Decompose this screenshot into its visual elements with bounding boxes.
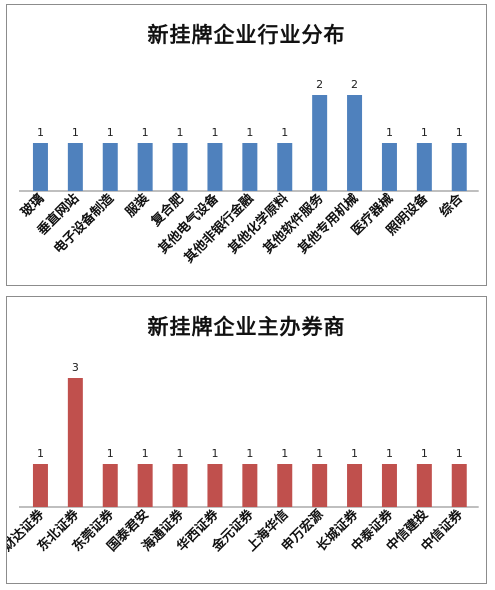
- bar: [381, 143, 397, 191]
- data-label: 1: [456, 126, 463, 139]
- data-label: 3: [72, 361, 79, 374]
- bar: [207, 143, 223, 191]
- data-label: 1: [246, 447, 253, 460]
- bar: [416, 143, 432, 191]
- bar: [277, 464, 293, 507]
- data-label: 1: [72, 126, 79, 139]
- bar: [416, 464, 432, 507]
- data-label: 1: [386, 126, 393, 139]
- bar: [451, 143, 467, 191]
- industry-chart-panel: 新挂牌企业行业分布 1 玻璃 1 垂直网站 1 电子设备制造 1 服装 1 复合肥 1 其他电气设备 1…: [6, 4, 487, 286]
- broker-bar-chart: 1财达证券3东北证券1东莞证券1国泰君安1海通证券1华西证券1金元证券1上海华信…: [7, 361, 479, 555]
- chart-title: 新挂牌企业行业分布: [147, 22, 346, 47]
- data-label: 1: [142, 126, 149, 139]
- data-label: 2: [316, 78, 323, 91]
- data-label: 1: [177, 126, 184, 139]
- bar: [137, 464, 153, 507]
- data-label: 1: [107, 447, 114, 460]
- bar: [312, 95, 328, 191]
- bar: [277, 143, 293, 191]
- data-label: 1: [351, 447, 358, 460]
- category-tick-label: 其他专用机械: [295, 191, 361, 257]
- bar: [32, 143, 48, 191]
- category-tick-label: 其他化学原料: [225, 191, 291, 257]
- data-label: 1: [211, 447, 218, 460]
- data-label: 1: [456, 447, 463, 460]
- data-label: 1: [281, 126, 288, 139]
- bar: [137, 143, 153, 191]
- bar: [207, 464, 223, 507]
- bar: [67, 143, 83, 191]
- bar: [242, 464, 258, 507]
- industry-bar-chart: 1玻璃1垂直网站1电子设备制造1服装1复合肥1其他电气设备1其他非银行金融1其他…: [18, 78, 479, 266]
- bar: [312, 464, 328, 507]
- chart-title: 新挂牌企业主办券商: [147, 314, 346, 339]
- bar: [381, 464, 397, 507]
- broker-chart-panel: 新挂牌企业主办券商 1 财达证券 3 东北证券 1 东莞证券 1 国泰君安 1 海通证券 1 华西证券…: [6, 296, 487, 584]
- data-label: 1: [211, 126, 218, 139]
- category-tick-label: 其他电气设备: [155, 190, 222, 257]
- data-label: 1: [281, 447, 288, 460]
- data-label: 1: [37, 447, 44, 460]
- data-label: 1: [246, 126, 253, 139]
- bar: [242, 143, 258, 191]
- category-tick-label: 电子设备制造: [51, 190, 118, 257]
- category-tick-label: 综合: [436, 190, 466, 220]
- bar: [172, 464, 188, 507]
- data-label: 1: [421, 126, 428, 139]
- bar: [102, 464, 118, 507]
- data-label: 1: [107, 126, 114, 139]
- bar: [172, 143, 188, 191]
- data-label: 1: [386, 447, 393, 460]
- bar: [32, 464, 48, 507]
- bar: [347, 464, 363, 507]
- bar: [102, 143, 118, 191]
- data-label: 1: [316, 447, 323, 460]
- data-label: 1: [37, 126, 44, 139]
- data-label: 1: [421, 447, 428, 460]
- data-label: 1: [177, 447, 184, 460]
- category-tick-label: 服装: [122, 191, 152, 221]
- bar: [67, 378, 83, 507]
- category-tick-label: 玻璃: [18, 191, 48, 221]
- data-label: 2: [351, 78, 358, 91]
- bar: [347, 95, 363, 191]
- bar: [451, 464, 467, 507]
- category-tick-label: 其他软件服务: [260, 190, 327, 257]
- data-label: 1: [142, 447, 149, 460]
